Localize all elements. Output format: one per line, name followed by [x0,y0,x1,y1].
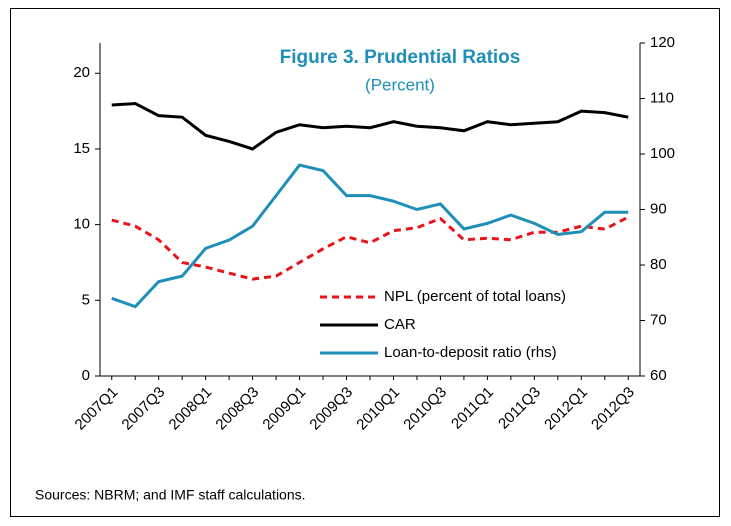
y2-tick-label: 110 [650,89,674,106]
source-note: Sources: NBRM; and IMF staff calculation… [35,487,306,503]
x-tick-label: 2009Q1 [259,384,309,434]
x-tick-label: 2008Q1 [166,384,216,434]
legend-label: Loan-to-deposit ratio (rhs) [384,344,557,361]
series-line [111,102,629,151]
series-line [111,215,629,281]
x-tick-label: 2008Q3 [212,384,262,434]
chart-title: Figure 3. Prudential Ratios [280,47,521,68]
x-tick-label: 2009Q3 [306,384,356,434]
y-tick-label: 10 [73,216,90,233]
y2-tick-label: 60 [650,367,667,384]
y2-tick-label: 120 [650,34,675,51]
legend-label: NPL (percent of total loans) [384,288,566,305]
y2-tick-label: 80 [650,256,667,273]
y-tick-label: 5 [82,291,90,308]
x-tick-label: 2007Q1 [72,384,122,434]
y-tick-label: 20 [73,64,90,81]
y2-tick-label: 100 [650,145,675,162]
y2-tick-label: 70 [650,311,667,328]
x-tick-label: 2010Q1 [353,384,403,434]
x-tick-label: 2011Q3 [495,384,544,433]
x-tick-label: 2012Q3 [588,384,638,434]
y-tick-label: 15 [73,140,90,157]
x-tick-label: 2010Q3 [400,384,450,434]
frame [10,8,720,517]
legend-label: CAR [384,316,416,333]
x-tick-label: 2011Q1 [448,384,497,433]
y-tick-label: 0 [82,367,90,384]
series-line [111,163,629,309]
x-tick-label: 2012Q1 [541,384,591,434]
chart-subtitle: (Percent) [365,75,435,94]
y2-tick-label: 90 [650,200,667,217]
x-tick-label: 2007Q3 [119,384,169,434]
